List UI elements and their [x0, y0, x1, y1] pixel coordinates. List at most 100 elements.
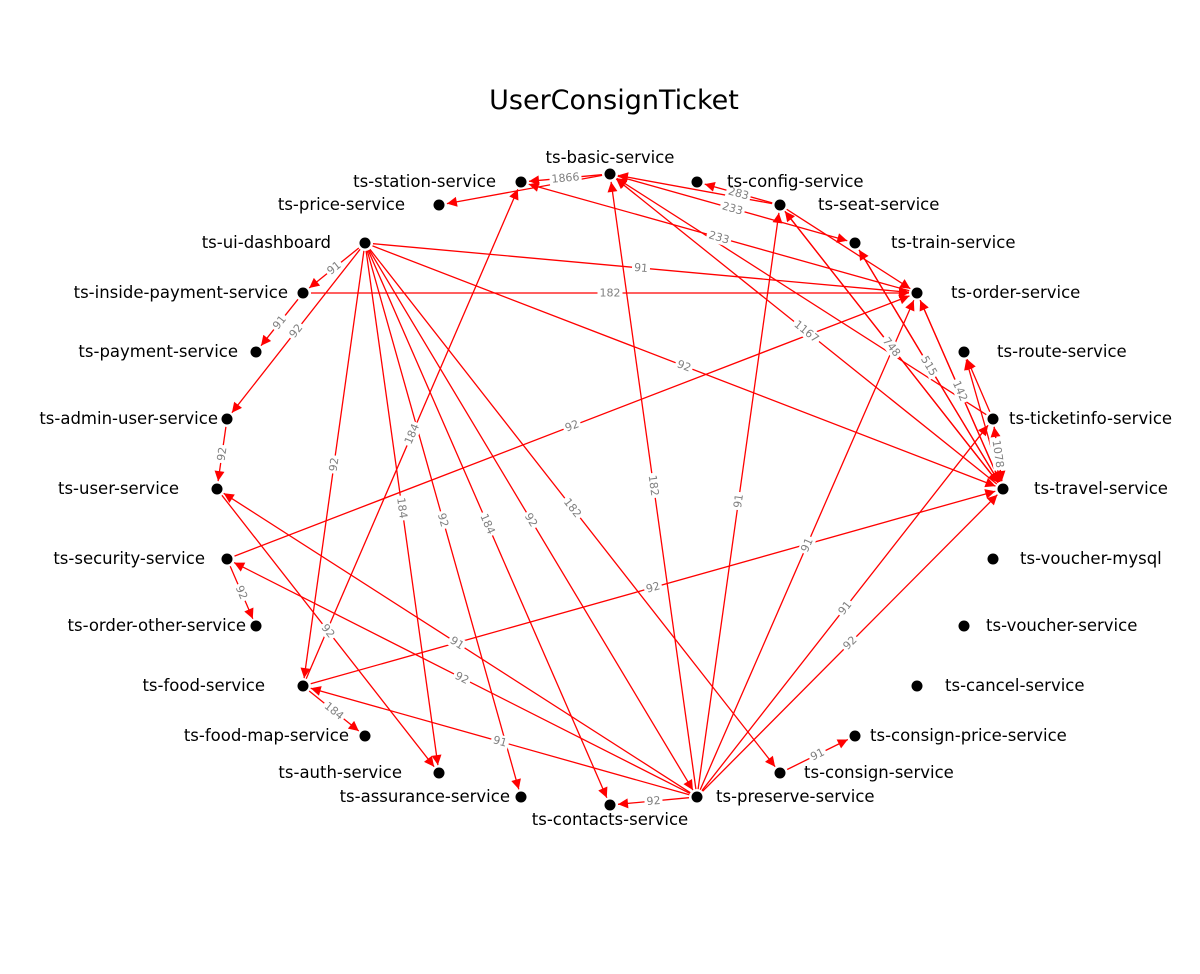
- node-ts-consign-service: ts-consign-service: [774, 763, 954, 782]
- edge-weight-background: [268, 311, 291, 334]
- node-ts-train-service: ts-train-service: [849, 233, 1015, 252]
- node-dot: [774, 199, 786, 211]
- node-ts-seat-service: ts-seat-service: [774, 195, 939, 214]
- node-ts-order-service: ts-order-service: [911, 283, 1080, 302]
- edge-ts-ticketinfo-service-to-ts-route-service: [966, 359, 991, 412]
- edge-weight-label: 92: [231, 581, 252, 604]
- edge-weight-text: 92: [453, 669, 471, 687]
- node-ts-assurance-service: ts-assurance-service: [340, 787, 527, 806]
- node-label: ts-ticketinfo-service: [1009, 409, 1172, 428]
- edge-weight-label: 92: [642, 578, 664, 597]
- node-ts-auth-service: ts-auth-service: [278, 763, 445, 782]
- edge-weight-label: 92: [520, 508, 542, 532]
- node-label: ts-seat-service: [818, 195, 939, 214]
- node-dot: [849, 730, 861, 742]
- edge-weight-label: 92: [643, 793, 664, 809]
- nodes-layer: ts-basic-service ts-config-service ts-seat…: [39, 148, 1172, 829]
- edge-weight-text: 233: [707, 228, 731, 246]
- node-ts-ticketinfo-service: ts-ticketinfo-service: [987, 409, 1172, 428]
- node-label: ts-contacts-service: [532, 810, 688, 829]
- edge-weight-label: 92: [285, 319, 307, 343]
- node-ts-travel-service: ts-travel-service: [997, 479, 1168, 498]
- edge-weight-text: 92: [215, 446, 230, 462]
- edge-weight-background: [718, 198, 747, 219]
- node-label: ts-station-service: [353, 172, 496, 191]
- edge-weight-background: [834, 596, 856, 620]
- edge-weight-label: 91: [322, 257, 346, 279]
- edge-weight-text: 182: [646, 474, 662, 497]
- node-label: ts-basic-service: [546, 148, 675, 167]
- edge-weight-background: [597, 286, 623, 300]
- node-dot: [911, 287, 923, 299]
- edge-weight-text: 92: [327, 457, 342, 473]
- edge-weight-label: 92: [326, 454, 342, 475]
- edge-weight-text: 91: [808, 746, 826, 764]
- edge-weight-background: [322, 257, 346, 279]
- node-dot: [297, 680, 309, 692]
- node-ts-payment-service: ts-payment-service: [78, 342, 262, 361]
- node-label: ts-route-service: [997, 342, 1127, 361]
- edge-weight-label: 748: [878, 333, 905, 361]
- node-ts-cancel-service: ts-cancel-service: [911, 676, 1085, 695]
- edge-weight-background: [317, 619, 339, 643]
- edge-weight-background: [231, 581, 252, 604]
- node-label: ts-voucher-mysql: [1020, 549, 1162, 568]
- node-dot: [221, 553, 233, 565]
- edge-weight-label: 182: [597, 286, 623, 300]
- edge-weight-label: 233: [718, 198, 747, 219]
- edge-weight-text: 283: [727, 184, 751, 202]
- node-label: ts-admin-user-service: [39, 409, 218, 428]
- node-label: ts-travel-service: [1034, 479, 1168, 498]
- edge-weight-text: 92: [287, 321, 306, 340]
- node-ts-food-map-service: ts-food-map-service: [184, 726, 371, 745]
- node-dot: [515, 791, 527, 803]
- edge-weight-background: [631, 260, 651, 276]
- node-ts-preserve-service: ts-preserve-service: [691, 787, 875, 806]
- edge-weight-text: 92: [646, 794, 661, 808]
- edge-weight-background: [559, 494, 586, 522]
- node-dot: [515, 176, 527, 188]
- node-label: ts-config-service: [727, 172, 864, 191]
- node-dot: [911, 680, 923, 692]
- node-ts-order-other-service: ts-order-other-service: [68, 616, 262, 635]
- edge-weight-label: 184: [393, 494, 411, 522]
- edge-weight-text: 91: [270, 313, 289, 332]
- edge-ts-ticketinfo-service-to-ts-basic-service: [616, 177, 987, 416]
- edge-weight-background: [561, 416, 583, 436]
- edge-weight-label: 142: [949, 376, 971, 406]
- node-ts-config-service: ts-config-service: [691, 172, 864, 191]
- node-label: ts-payment-service: [78, 342, 238, 361]
- node-label: ts-consign-price-service: [870, 726, 1067, 745]
- node-dot: [774, 767, 786, 779]
- edge-weight-label: 91: [806, 744, 829, 765]
- node-ts-basic-service: ts-basic-service: [546, 148, 675, 180]
- edge-weight-label: 1078: [989, 437, 1007, 471]
- edge-weight-background: [673, 356, 695, 376]
- node-dot: [987, 553, 999, 565]
- node-dot: [604, 168, 616, 180]
- node-label: ts-assurance-service: [340, 787, 510, 806]
- node-dot: [958, 620, 970, 632]
- node-dot: [297, 287, 309, 299]
- edge-weight-background: [326, 454, 342, 475]
- edge-weight-background: [878, 333, 905, 361]
- edge-weight-background: [730, 491, 747, 511]
- edge-weight-background: [916, 351, 942, 381]
- edge-weight-label: 182: [645, 472, 662, 499]
- node-label: ts-inside-payment-service: [74, 283, 288, 302]
- node-label: ts-consign-service: [804, 763, 954, 782]
- edge-weight-label: 92: [561, 416, 583, 436]
- edge-weight-text: 1866: [551, 170, 580, 185]
- edge-weight-text: 91: [448, 634, 467, 653]
- edge-weight-label: 1167: [789, 316, 824, 347]
- node-dot: [250, 346, 262, 358]
- node-ts-inside-payment-service: ts-inside-payment-service: [74, 283, 309, 302]
- node-ts-voucher-service: ts-voucher-service: [958, 616, 1137, 635]
- edge-weight-text: 91: [492, 733, 509, 749]
- edge-weight-label: 184: [320, 698, 348, 724]
- edge-weight-label: 91: [730, 491, 747, 511]
- edge-weight-text: 184: [394, 497, 410, 520]
- edge-weight-label: 233: [705, 227, 733, 248]
